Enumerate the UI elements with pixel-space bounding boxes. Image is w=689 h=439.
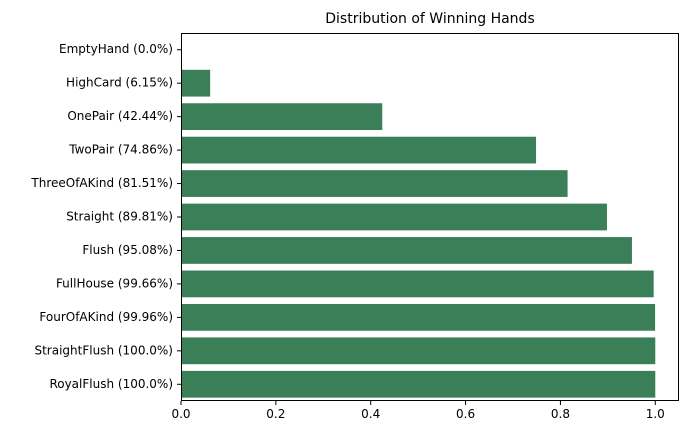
y-tick-label: EmptyHand (0.0%) <box>59 42 173 56</box>
x-axis: 0.0 0.2 0.4 0.6 0.8 1.0 <box>171 401 665 421</box>
x-tick-label: 0.8 <box>551 407 570 421</box>
plot-frame <box>181 33 679 401</box>
y-tick-label: ThreeOfAKind (81.51%) <box>30 176 173 190</box>
chart-title: Distribution of Winning Hands <box>325 11 535 27</box>
bar <box>181 237 632 264</box>
y-tick-label: RoyalFlush (100.0%) <box>49 377 173 391</box>
bar <box>181 103 383 131</box>
y-tick-label: FullHouse (99.66%) <box>56 276 173 290</box>
x-tick-label: 1.0 <box>646 407 665 421</box>
bar <box>181 136 537 164</box>
bar <box>181 203 607 231</box>
y-tick-label: StraightFlush (100.0%) <box>34 343 173 357</box>
bar <box>181 303 656 331</box>
x-tick-label: 0.0 <box>171 407 190 421</box>
x-tick-label: 0.6 <box>456 407 475 421</box>
y-tick-label: Flush (95.08%) <box>82 243 173 257</box>
bar <box>181 170 568 197</box>
bar <box>181 270 654 298</box>
y-tick-label: FourOfAKind (99.96%) <box>39 310 173 324</box>
x-tick-label: 0.4 <box>361 407 380 421</box>
y-tick-label: HighCard (6.15%) <box>66 76 173 90</box>
bars-layer <box>181 69 656 398</box>
x-tick-label: 0.2 <box>266 407 285 421</box>
bar <box>181 69 211 97</box>
y-tick-label: Straight (89.81%) <box>66 210 173 224</box>
y-axis: EmptyHand (0.0%) HighCard (6.15%) OnePair … <box>30 42 181 391</box>
bar <box>181 337 656 365</box>
y-tick-label: OnePair (42.44%) <box>67 109 173 123</box>
bar <box>181 370 656 398</box>
y-tick-label: TwoPair (74.86%) <box>68 143 173 157</box>
